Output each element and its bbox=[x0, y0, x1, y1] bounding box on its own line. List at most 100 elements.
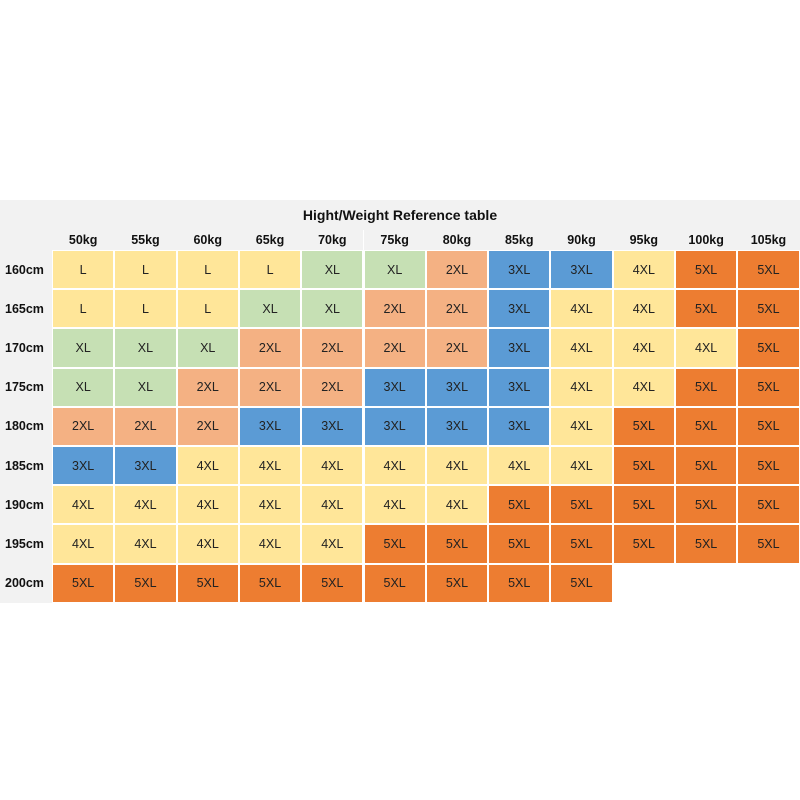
size-cell: 2XL bbox=[425, 250, 489, 290]
height-label: 190cm bbox=[0, 485, 52, 525]
height-label: 165cm bbox=[0, 289, 52, 329]
size-cell: 4XL bbox=[550, 446, 613, 486]
height-label: 170cm bbox=[0, 328, 52, 368]
size-cell: 5XL bbox=[737, 328, 800, 368]
size-cell: 4XL bbox=[488, 446, 551, 486]
size-cell: XL bbox=[238, 289, 302, 329]
size-cell: 5XL bbox=[737, 367, 800, 407]
size-cell: 5XL bbox=[488, 485, 551, 525]
size-cell: XL bbox=[301, 250, 364, 290]
size-cell: 4XL bbox=[114, 485, 177, 525]
size-cell: 4XL bbox=[612, 289, 675, 329]
size-cell: 3XL bbox=[488, 289, 551, 329]
size-cell: 3XL bbox=[363, 406, 426, 446]
size-cell: XL bbox=[114, 328, 177, 368]
weight-header: 95kg bbox=[612, 230, 675, 250]
size-cell: 3XL bbox=[425, 406, 489, 446]
size-cell: 3XL bbox=[114, 446, 177, 486]
size-cell: 5XL bbox=[737, 485, 800, 525]
size-cell: 3XL bbox=[363, 367, 426, 407]
size-cell: L bbox=[176, 289, 239, 329]
size-cell: 4XL bbox=[612, 250, 675, 290]
weight-header: 100kg bbox=[675, 230, 738, 250]
weight-header: 85kg bbox=[488, 230, 551, 250]
size-cell: 5XL bbox=[301, 563, 364, 603]
size-cell: 4XL bbox=[550, 367, 613, 407]
size-cell: 3XL bbox=[52, 446, 115, 486]
size-cell: 3XL bbox=[550, 250, 613, 290]
size-cell: L bbox=[114, 289, 177, 329]
size-cell: 4XL bbox=[550, 289, 613, 329]
height-label: 160cm bbox=[0, 250, 52, 290]
size-cell: 5XL bbox=[737, 289, 800, 329]
size-cell: 4XL bbox=[52, 524, 115, 564]
size-cell: 2XL bbox=[301, 328, 364, 368]
size-cell: 4XL bbox=[612, 328, 675, 368]
size-cell: 4XL bbox=[425, 446, 489, 486]
size-cell: 5XL bbox=[675, 250, 738, 290]
weight-header: 80kg bbox=[425, 230, 489, 250]
size-cell: 2XL bbox=[52, 406, 115, 446]
size-cell: 2XL bbox=[363, 328, 426, 368]
size-cell: 4XL bbox=[114, 524, 177, 564]
height-label: 175cm bbox=[0, 367, 52, 407]
size-cell: 5XL bbox=[675, 367, 738, 407]
weight-header: 60kg bbox=[176, 230, 239, 250]
size-cell: 5XL bbox=[114, 563, 177, 603]
size-cell: L bbox=[176, 250, 239, 290]
size-cell: 5XL bbox=[612, 406, 675, 446]
title-band bbox=[0, 200, 800, 230]
size-cell: 2XL bbox=[176, 406, 239, 446]
size-cell: 5XL bbox=[488, 563, 551, 603]
size-cell: 4XL bbox=[176, 524, 239, 564]
size-cell: 5XL bbox=[488, 524, 551, 564]
size-cell: XL bbox=[176, 328, 239, 368]
size-cell: XL bbox=[52, 367, 115, 407]
size-cell: XL bbox=[363, 250, 426, 290]
size-cell: XL bbox=[114, 367, 177, 407]
size-cell: 5XL bbox=[176, 563, 239, 603]
size-cell: 5XL bbox=[675, 485, 738, 525]
weight-header: 50kg bbox=[52, 230, 115, 250]
size-cell: 3XL bbox=[488, 328, 551, 368]
size-cell: 3XL bbox=[238, 406, 302, 446]
size-cell: 2XL bbox=[176, 367, 239, 407]
size-cell: 2XL bbox=[301, 367, 364, 407]
size-cell: 2XL bbox=[425, 289, 489, 329]
size-cell: 2XL bbox=[114, 406, 177, 446]
table-title: Hight/Weight Reference table bbox=[302, 207, 498, 223]
size-cell: 5XL bbox=[612, 524, 675, 564]
height-label: 185cm bbox=[0, 446, 52, 486]
size-cell: L bbox=[238, 250, 302, 290]
size-cell: 3XL bbox=[301, 406, 364, 446]
size-cell: 5XL bbox=[612, 446, 675, 486]
weight-header: 75kg bbox=[363, 230, 426, 250]
size-cell: 5XL bbox=[675, 446, 738, 486]
size-cell: 4XL bbox=[675, 328, 738, 368]
size-cell: 5XL bbox=[612, 485, 675, 525]
size-cell: 4XL bbox=[550, 406, 613, 446]
weight-header: 90kg bbox=[550, 230, 613, 250]
size-cell: L bbox=[114, 250, 177, 290]
size-cell: XL bbox=[52, 328, 115, 368]
size-cell: 4XL bbox=[176, 485, 239, 525]
size-cell: 2XL bbox=[238, 328, 302, 368]
size-cell: 4XL bbox=[301, 446, 364, 486]
size-cell: L bbox=[52, 250, 115, 290]
size-cell: 5XL bbox=[737, 406, 800, 446]
size-cell: 4XL bbox=[176, 446, 239, 486]
size-cell: 3XL bbox=[425, 367, 489, 407]
size-cell: 4XL bbox=[612, 367, 675, 407]
size-cell: 5XL bbox=[425, 524, 489, 564]
size-cell: 2XL bbox=[425, 328, 489, 368]
size-cell: 4XL bbox=[301, 524, 364, 564]
size-cell: 5XL bbox=[363, 524, 426, 564]
size-cell: 5XL bbox=[52, 563, 115, 603]
size-cell: 4XL bbox=[238, 446, 302, 486]
size-cell: 4XL bbox=[425, 485, 489, 525]
size-cell: 4XL bbox=[238, 485, 302, 525]
size-cell: 4XL bbox=[550, 328, 613, 368]
weight-header: 65kg bbox=[238, 230, 302, 250]
size-cell: 5XL bbox=[737, 446, 800, 486]
